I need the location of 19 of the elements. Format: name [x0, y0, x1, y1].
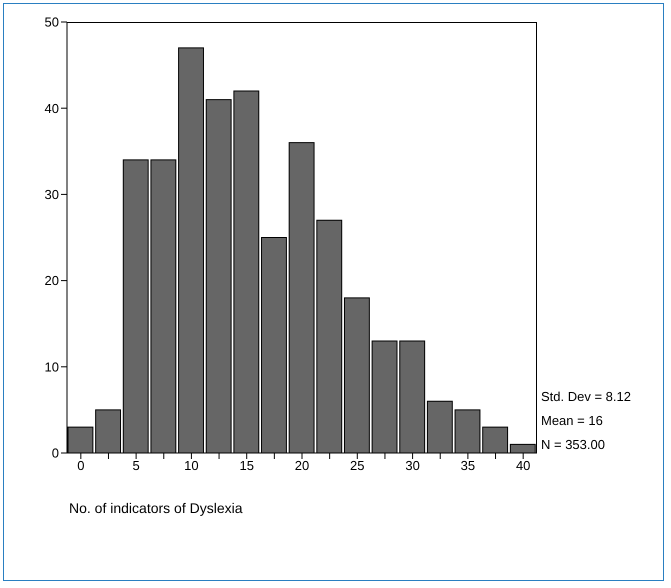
x-tick-label: 5 — [132, 458, 140, 474]
x-tick-label: 35 — [460, 458, 476, 474]
y-tick-label: 50 — [44, 14, 59, 30]
y-tick-label: 0 — [52, 446, 59, 461]
y-tick-label: 40 — [44, 100, 59, 116]
x-tick-label: 15 — [239, 458, 254, 474]
x-tick-label: 10 — [184, 458, 199, 474]
x-tick-label: 25 — [350, 458, 365, 474]
text: Mean = 16 — [541, 412, 604, 430]
text: Std. Dev = 8.12 — [541, 388, 631, 406]
x-tick-label: 0 — [77, 458, 84, 474]
x-tick-label: 40 — [516, 458, 530, 474]
x-axis-title: No. of indicators of Dyslexia — [69, 500, 243, 516]
y-tick-label: 20 — [44, 273, 59, 288]
text: N = 353.00 — [541, 436, 606, 454]
x-tick-label: 30 — [405, 458, 420, 474]
y-tick-label: 10 — [44, 359, 59, 374]
x-tick-label: 20 — [294, 458, 310, 474]
y-tick-label: 30 — [44, 187, 59, 202]
